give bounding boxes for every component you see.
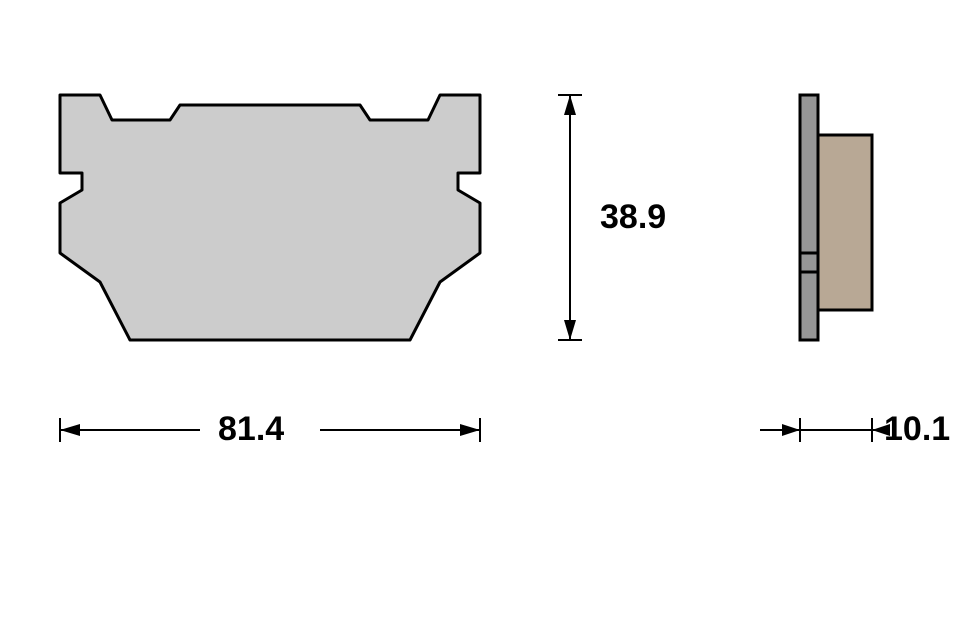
dimension-thickness-label: 10.1 bbox=[884, 410, 950, 449]
drawing-canvas: 81.4 38.9 10.1 bbox=[0, 0, 960, 640]
dimension-thickness bbox=[0, 0, 960, 640]
